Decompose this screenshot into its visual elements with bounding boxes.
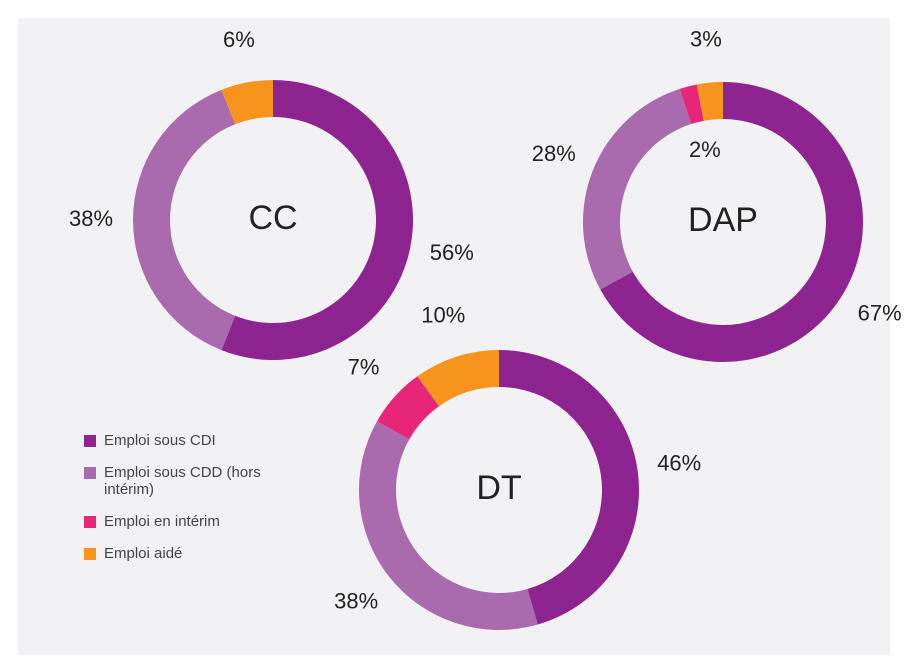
data-label: 67% (858, 300, 902, 325)
legend-label: Emploi sous CDI (104, 432, 216, 449)
legend-item: Emploi en intérim (84, 513, 274, 530)
donut-segment (359, 421, 538, 630)
donut-segment (417, 350, 499, 407)
data-label: 28% (532, 141, 576, 166)
data-label: 7% (348, 354, 380, 379)
legend-item: Emploi aidé (84, 545, 274, 562)
donut-center-label: DT (476, 469, 521, 507)
donut-segment (377, 376, 439, 440)
donut-center-label: DAP (688, 201, 758, 239)
legend-swatch (84, 516, 96, 528)
data-label: 6% (223, 27, 255, 52)
legend-item: Emploi sous CDI (84, 432, 274, 449)
donut-segment (499, 350, 639, 625)
legend-label: Emploi aidé (104, 545, 183, 562)
data-label: 10% (421, 303, 465, 328)
donut-segment (221, 80, 413, 360)
legend-label: Emploi en intérim (104, 513, 220, 530)
data-label: 38% (69, 206, 113, 231)
data-label: 56% (430, 240, 474, 265)
data-label: 3% (690, 27, 722, 52)
donut-segment (221, 80, 273, 125)
legend-swatch (84, 467, 96, 479)
legend: Emploi sous CDI Emploi sous CDD (hors int… (84, 432, 274, 577)
donut-center-label: CC (248, 199, 297, 237)
data-label: 46% (657, 450, 701, 475)
donut-segment (582, 88, 692, 290)
donut-segment (133, 89, 236, 351)
legend-label: Emploi sous CDD (hors intérim) (104, 464, 261, 498)
data-label: 38% (334, 589, 378, 614)
legend-item: Emploi sous CDD (hors intérim) (84, 464, 274, 498)
data-label: 2% (689, 137, 721, 162)
legend-swatch (84, 548, 96, 560)
legend-swatch (84, 435, 96, 447)
donut-segment (696, 82, 723, 121)
donut-segment (679, 84, 704, 125)
